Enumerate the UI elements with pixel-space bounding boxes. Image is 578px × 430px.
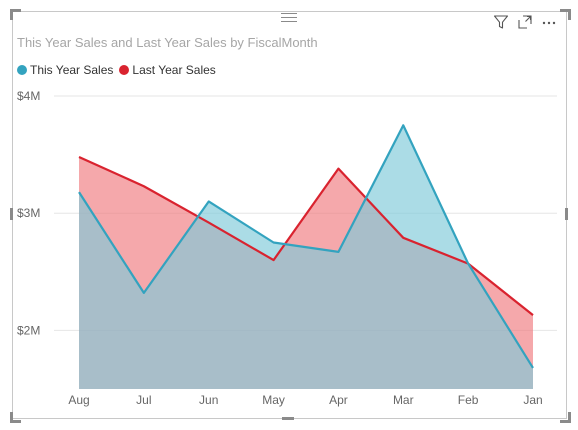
line-last-year[interactable]: [78, 155, 534, 317]
focus-mode-icon[interactable]: [516, 13, 534, 31]
legend-item-last-year[interactable]: Last Year Sales: [119, 63, 216, 77]
point-last-year-jun[interactable]: [207, 221, 211, 225]
resize-handle-bottom[interactable]: [282, 417, 294, 420]
point-this-year-mar[interactable]: [401, 123, 405, 127]
line-this-year[interactable]: [78, 124, 534, 369]
point-last-year-aug[interactable]: [77, 155, 81, 159]
x-tick-label: Aug: [68, 393, 89, 407]
y-tick-label: $2M: [17, 323, 40, 337]
point-this-year-jul[interactable]: [142, 291, 146, 295]
resize-handle-right[interactable]: [565, 208, 568, 220]
resize-handle-top-right[interactable]: [560, 9, 571, 20]
x-tick-label: Mar: [393, 393, 414, 407]
series-areas: [79, 125, 533, 390]
point-this-year-jun[interactable]: [207, 199, 211, 203]
resize-handle-left[interactable]: [10, 208, 13, 220]
point-last-year-jul[interactable]: [142, 184, 146, 188]
y-axis: $2M $3M $4M: [17, 89, 40, 337]
legend-label-last-year: Last Year Sales: [132, 63, 216, 77]
x-tick-label: Jul: [136, 393, 151, 407]
resize-handle-bottom-right[interactable]: [560, 412, 571, 423]
chart-title: This Year Sales and Last Year Sales by F…: [17, 35, 318, 50]
x-axis: Aug Jul Jun May Apr Mar Feb Jan: [68, 393, 542, 407]
series-lines: [77, 123, 535, 370]
x-tick-label: Jan: [523, 393, 542, 407]
point-this-year-jan[interactable]: [531, 366, 535, 370]
drag-handle-icon[interactable]: [281, 13, 297, 23]
y-tick-label: $4M: [17, 89, 40, 103]
visual-header-toolbar: [492, 12, 558, 32]
point-last-year-jan[interactable]: [531, 313, 535, 317]
x-tick-label: May: [262, 393, 285, 407]
point-this-year-feb[interactable]: [466, 262, 470, 266]
area-this-year[interactable]: [79, 125, 533, 390]
chart-legend: This Year Sales Last Year Sales: [17, 63, 222, 77]
point-this-year-apr[interactable]: [336, 250, 340, 254]
legend-marker-last-year: [119, 65, 130, 75]
filter-icon[interactable]: [492, 13, 510, 31]
x-tick-label: Apr: [329, 393, 348, 407]
legend-marker-this-year: [17, 65, 27, 75]
point-last-year-apr[interactable]: [336, 167, 340, 171]
legend-label-this-year: This Year Sales: [30, 63, 114, 77]
point-this-year-may[interactable]: [272, 241, 276, 245]
resize-handle-bottom-left[interactable]: [10, 412, 21, 423]
legend-item-this-year[interactable]: This Year Sales: [17, 63, 113, 77]
x-tick-label: Jun: [199, 393, 218, 407]
point-last-year-may[interactable]: [272, 258, 276, 262]
more-options-icon[interactable]: [540, 13, 558, 31]
point-this-year-aug[interactable]: [77, 190, 81, 194]
y-tick-label: $3M: [17, 206, 40, 220]
resize-handle-top-left[interactable]: [10, 9, 21, 20]
x-tick-label: Feb: [458, 393, 479, 407]
point-last-year-mar[interactable]: [401, 236, 405, 240]
